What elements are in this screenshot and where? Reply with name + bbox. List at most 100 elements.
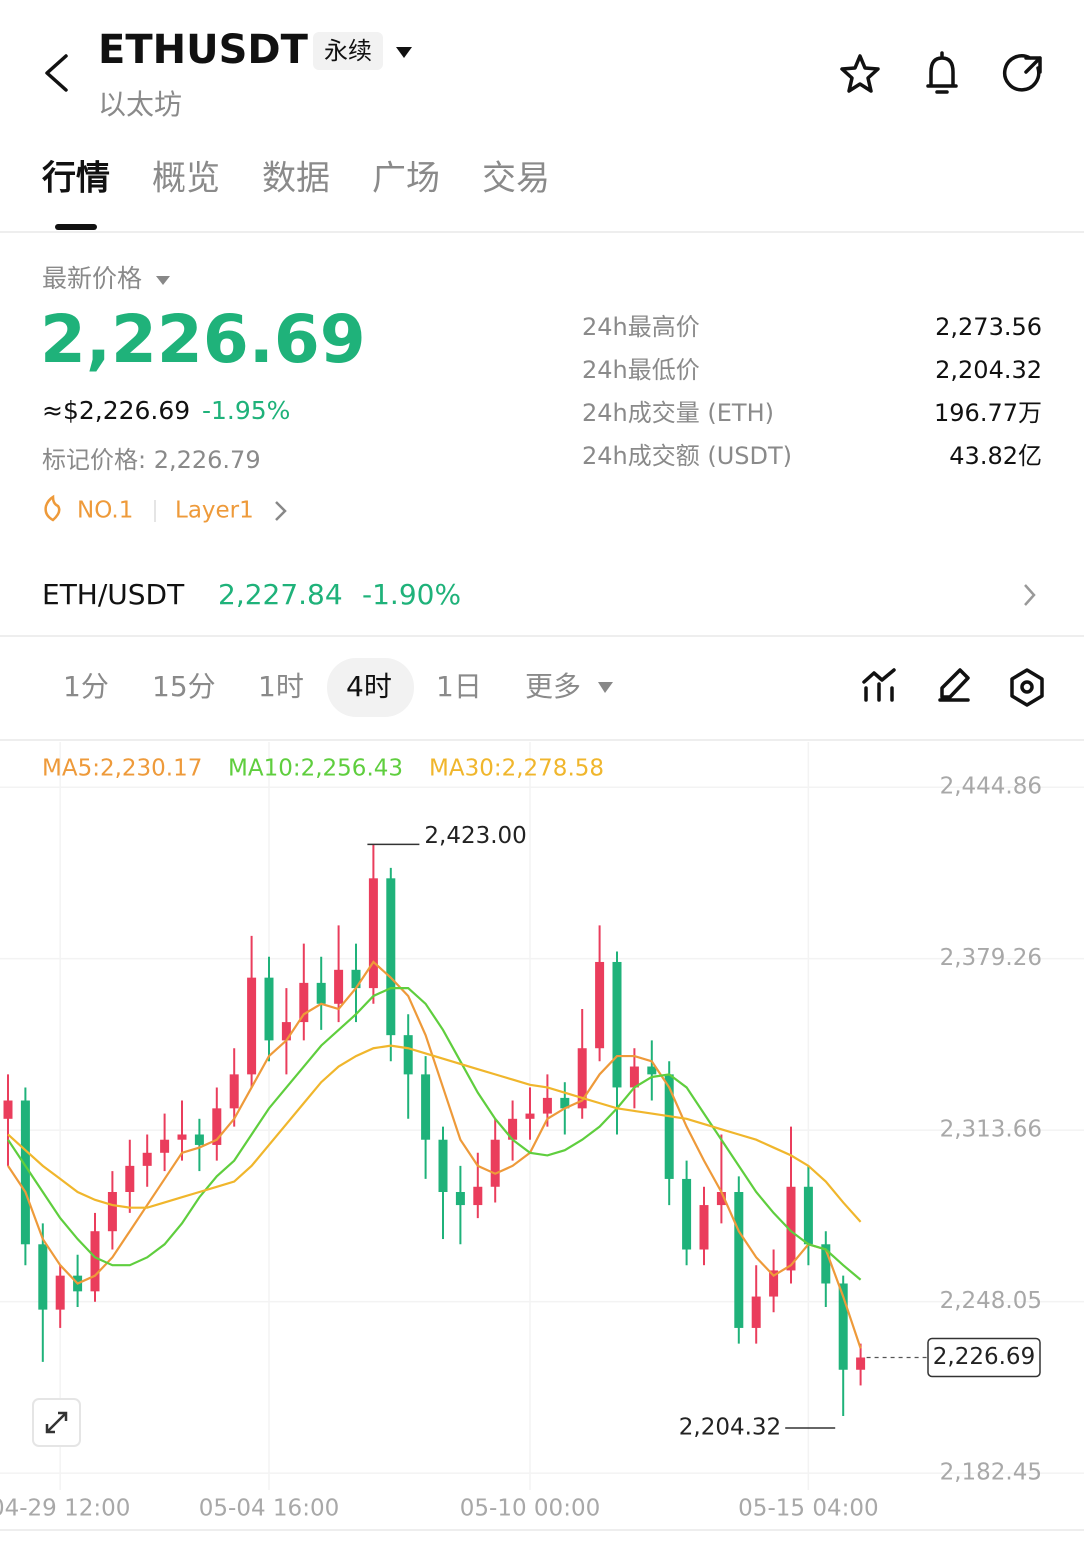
ma-line xyxy=(7,1044,862,1223)
dropdown-icon[interactable] xyxy=(396,47,412,58)
price-label[interactable]: 最新价格 xyxy=(42,264,142,293)
ma-line xyxy=(7,987,862,1281)
tab-indicator xyxy=(55,224,97,230)
candle-body xyxy=(264,977,274,1041)
settings-icon-center xyxy=(1020,680,1034,694)
candle-body xyxy=(751,1296,761,1328)
candle-body xyxy=(647,1066,657,1075)
candle-body xyxy=(786,1186,796,1271)
interval[interactable]: 4时 xyxy=(346,670,392,703)
y-tick-label: 2,313.66 xyxy=(940,1117,1042,1143)
spot-change[interactable]: -1.90% xyxy=(362,578,461,611)
candle-body xyxy=(473,1186,483,1206)
candle-body xyxy=(803,1186,813,1245)
candle-body xyxy=(699,1205,709,1250)
y-tick-label: 2,248.05 xyxy=(940,1288,1042,1314)
candle-body xyxy=(577,1048,587,1109)
last-price-box xyxy=(927,1337,1041,1378)
interval[interactable]: 更多 xyxy=(525,670,581,703)
dropdown-icon[interactable] xyxy=(598,682,613,693)
candle-body xyxy=(403,1035,413,1075)
candle-body xyxy=(334,969,344,1004)
draw-icon[interactable] xyxy=(938,668,970,702)
candle-body xyxy=(38,1244,48,1310)
kline-chart: 2,182.45 2,248.05 2,313.66 2,379.26 2,444.86… xyxy=(0,742,1084,1522)
candle-body xyxy=(734,1192,744,1328)
tab[interactable]: 数据 xyxy=(262,159,330,199)
spot-pair[interactable]: ETH/USDT xyxy=(42,578,185,611)
dropdown-icon[interactable] xyxy=(156,276,170,285)
interval[interactable]: 1分 xyxy=(63,670,109,703)
tab[interactable]: 交易 xyxy=(482,159,550,199)
stat-value: 2,204.32 xyxy=(935,356,1042,384)
y-tick-label: 2,182.45 xyxy=(940,1460,1042,1486)
low-label: 2,204.32 xyxy=(679,1414,781,1440)
candle-body xyxy=(664,1074,674,1179)
spot-price[interactable]: 2,227.84 xyxy=(218,578,343,611)
category-tag[interactable]: Layer1 xyxy=(175,498,254,524)
y-tick-label: 2,379.26 xyxy=(940,945,1042,971)
candle-body xyxy=(299,982,309,1023)
candle-body xyxy=(229,1074,239,1109)
candle-body xyxy=(107,1192,117,1232)
tab[interactable]: 概览 xyxy=(152,159,220,199)
indicator-icon[interactable] xyxy=(862,668,896,702)
high-label: 2,423.00 xyxy=(424,823,526,849)
asset-name: 以太坊 xyxy=(98,88,182,121)
legend-entry: MA10:2,256.43 xyxy=(228,756,403,782)
candle-body xyxy=(490,1139,500,1187)
stat-label: 24h成交额 (USDT) xyxy=(582,442,792,470)
candle-body xyxy=(821,1244,831,1284)
candle-body xyxy=(281,1022,291,1041)
candle-body xyxy=(542,1097,552,1114)
x-tick-label: 05-15 04:00 xyxy=(738,1496,878,1522)
legend-entry: MA30:2,278.58 xyxy=(429,756,604,782)
last-price: 2,226.69 xyxy=(40,301,366,378)
candle-body xyxy=(386,878,396,1036)
chevron[interactable] xyxy=(275,501,287,521)
contract-type[interactable]: 永续 xyxy=(324,37,372,65)
last-price-label: 2,226.69 xyxy=(933,1344,1035,1370)
share-icon[interactable] xyxy=(1003,54,1042,92)
candle-body xyxy=(856,1357,866,1370)
x-tick-label: 05-10 00:00 xyxy=(460,1496,600,1522)
candle-body xyxy=(560,1097,570,1109)
tab[interactable]: 行情 xyxy=(42,159,110,199)
candle-body xyxy=(769,1270,779,1297)
candle-body xyxy=(142,1152,152,1166)
candle-body xyxy=(160,1139,170,1153)
candle-body xyxy=(838,1283,848,1370)
candle-body xyxy=(351,969,361,989)
tab[interactable]: 广场 xyxy=(372,159,440,199)
contract-badge[interactable] xyxy=(313,32,383,70)
ma-line xyxy=(7,960,862,1349)
candle-body xyxy=(612,961,622,1088)
settings-icon[interactable] xyxy=(1010,668,1044,707)
candle-body xyxy=(682,1178,692,1250)
interval[interactable]: 15分 xyxy=(152,670,216,703)
candle-body xyxy=(455,1192,465,1206)
stat-label: 24h最低价 xyxy=(582,356,700,384)
candle-body xyxy=(595,961,605,1049)
candle-body xyxy=(368,878,378,989)
usd-price: ≈$2,226.69 xyxy=(42,396,190,425)
candle-body xyxy=(438,1139,448,1192)
fullscreen-icon xyxy=(45,1411,68,1434)
candle-body xyxy=(212,1108,222,1145)
x-tick-label: 04-29 12:00 xyxy=(0,1496,130,1522)
interval[interactable]: 1日 xyxy=(436,670,482,703)
stats: 24h最高价 2,273.56 24h最低价 2,204.32 24h成交量 (… xyxy=(582,313,1042,470)
candle-body xyxy=(3,1100,13,1119)
rank-tag[interactable]: NO.1 xyxy=(77,498,133,524)
interval-selected-bg xyxy=(327,658,414,717)
interval[interactable]: 1时 xyxy=(258,670,304,703)
price-change: -1.95% xyxy=(202,396,290,425)
chevron[interactable] xyxy=(1024,584,1036,606)
mark-price: 标记价格: 2,226.79 xyxy=(42,446,261,474)
stat-value: 43.82亿 xyxy=(949,442,1042,470)
favorite-icon[interactable] xyxy=(840,54,880,93)
alert-icon[interactable] xyxy=(926,51,958,94)
stat-value: 196.77万 xyxy=(934,399,1042,427)
back-button[interactable] xyxy=(45,54,68,92)
candle-body xyxy=(177,1134,187,1140)
